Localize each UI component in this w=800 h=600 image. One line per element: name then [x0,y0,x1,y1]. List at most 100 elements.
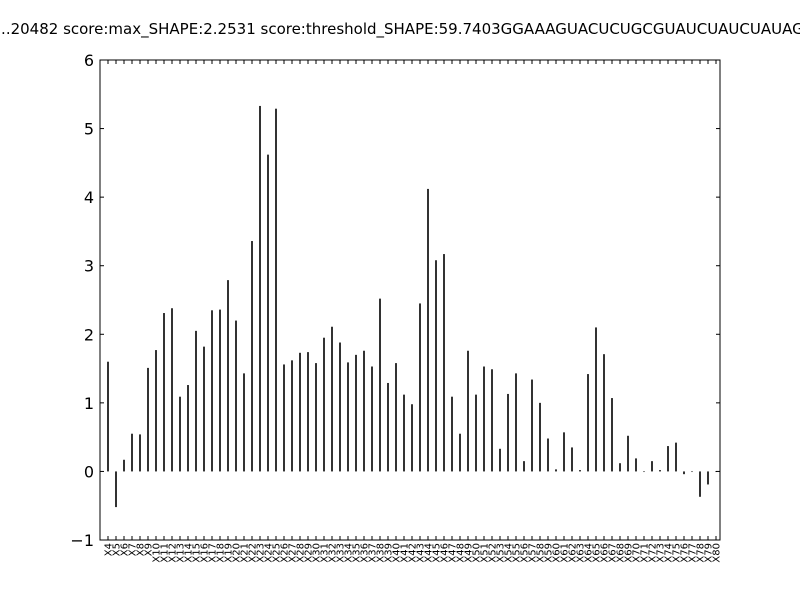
x-tick-label: X15 [192,543,203,563]
bar-X4 [107,361,109,472]
bar-X10 [155,350,157,472]
y-tick-label: 5 [84,120,94,139]
x-tick-label: X61 [560,543,571,563]
x-tick-label: X73 [656,543,667,563]
x-tick-label: X41 [400,543,411,563]
x-tick-label: X12 [168,543,179,563]
x-tick-label: X22 [248,543,259,563]
bar-X68 [619,463,621,472]
y-tick-label: 0 [84,462,94,481]
x-tick-label: X35 [352,543,363,563]
bar-X63 [579,470,581,472]
x-tick-label: X34 [344,543,355,563]
x-tick-label: X54 [504,543,515,563]
x-tick-label: X64 [584,543,595,563]
bar-X77 [691,471,693,473]
x-tick-label: X78 [696,543,707,563]
x-tick-label: X55 [512,543,523,563]
x-tick-label: X5 [112,543,123,556]
bar-X64 [587,374,589,472]
bar-X18 [219,309,221,472]
bar-X34 [347,362,349,472]
x-tick-label: X80 [712,543,723,563]
x-tick-label: X59 [544,543,555,563]
x-tick-label: X43 [416,543,427,563]
x-tick-label: X60 [552,543,563,563]
x-tick-label: X31 [320,543,331,563]
bar-X52 [491,369,493,472]
bar-X72 [651,461,653,472]
x-tick-label: X79 [704,543,715,563]
bar-X74 [667,446,669,472]
bar-X47 [451,396,453,472]
x-tick-label: X33 [336,543,347,563]
bar-X71 [643,471,645,473]
bar-X60 [555,469,557,472]
x-tick-label: X70 [632,543,643,563]
x-tick-label: X29 [304,543,315,563]
bar-X26 [283,364,285,472]
x-tick-label: X67 [608,543,619,563]
bar-X78 [699,471,701,497]
x-tick-label: X17 [208,543,219,563]
x-tick-label: X76 [680,543,691,563]
bar-X69 [627,435,629,472]
bar-X12 [171,308,173,472]
bar-X28 [299,352,301,472]
bar-X22 [251,241,253,472]
x-tick-label: X63 [576,543,587,563]
bar-X59 [547,438,549,472]
x-tick-label: X18 [216,543,227,563]
bar-X27 [291,360,293,472]
bar-X24 [267,154,269,472]
x-tick-label: X13 [176,543,187,563]
x-tick-label: X42 [408,543,419,563]
bar-X57 [531,379,533,472]
y-tick-label: 6 [84,51,94,70]
bar-X75 [675,442,677,472]
x-tick-label: X32 [328,543,339,563]
bar-X61 [563,432,565,472]
x-tick-label: X27 [288,543,299,563]
x-tick-label: X38 [376,543,387,563]
x-tick-label: X62 [568,543,579,563]
bar-X41 [403,394,405,472]
x-tick-label: X75 [672,543,683,563]
bar-X44 [427,188,429,472]
x-tick-label: X37 [368,543,379,563]
bar-X79 [707,471,709,485]
bar-X43 [419,303,421,472]
x-tick-label: X25 [272,543,283,563]
x-tick-label: X40 [392,543,403,563]
x-tick-label: X23 [256,543,267,563]
bar-X48 [459,433,461,472]
bar-X56 [523,461,525,472]
chart-title: ...20482 score:max_SHAPE:2.2531 score:th… [0,20,800,38]
bar-X49 [467,350,469,472]
bar-X11 [163,313,165,472]
bar-X42 [411,404,413,472]
x-tick-label: X44 [424,543,435,563]
bar-X20 [235,320,237,472]
x-tick-label: X21 [240,543,251,563]
bars-group [107,105,717,508]
x-tick-label: X49 [464,543,475,563]
x-tick-label: X53 [496,543,507,563]
bar-X16 [203,346,205,472]
x-tick-label: X65 [592,543,603,563]
bar-X36 [363,350,365,472]
x-tick-label: X47 [448,543,459,563]
x-tick-label: X28 [296,543,307,563]
bar-X67 [611,398,613,472]
bar-X9 [147,367,149,472]
bar-X25 [275,108,277,472]
x-tick-label: X77 [688,543,699,563]
bar-X40 [395,363,397,472]
x-tick-label: X57 [528,543,539,563]
x-tick-label: X10 [152,543,163,563]
x-tick-label: X20 [232,543,243,563]
x-tick-label: X30 [312,543,323,563]
bar-X54 [507,393,509,472]
bar-X32 [331,326,333,472]
